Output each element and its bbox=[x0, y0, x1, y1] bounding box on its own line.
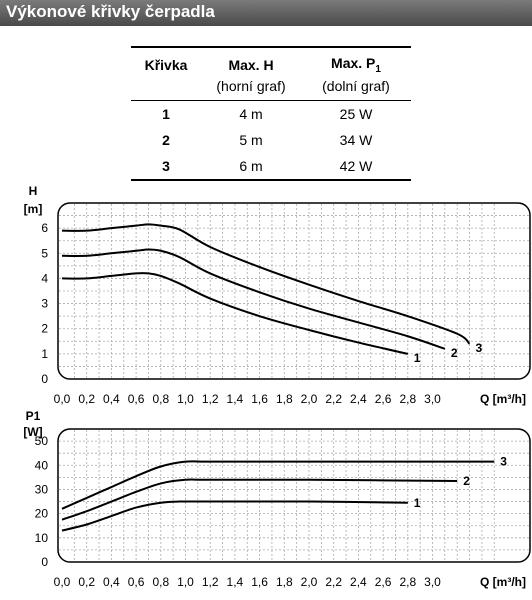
subheader-curve bbox=[131, 78, 201, 101]
x-tick-label: 0,4 bbox=[103, 575, 120, 589]
header-max-h: Max. H bbox=[228, 57, 274, 73]
y-tick-label: 6 bbox=[41, 221, 48, 235]
x-tick-label: 1,6 bbox=[251, 575, 268, 589]
row-curve: 3 bbox=[162, 158, 170, 174]
row-curve: 1 bbox=[162, 106, 170, 122]
x-tick-label: 0,0 bbox=[54, 575, 71, 589]
row-max-h: 4 m bbox=[239, 106, 263, 122]
x-tick-label: 3,0 bbox=[424, 392, 441, 406]
y-tick-label: 3 bbox=[41, 297, 48, 311]
x-tick-label: 0,4 bbox=[103, 392, 120, 406]
row-max-h: 6 m bbox=[239, 158, 263, 174]
x-tick-label: 1,2 bbox=[202, 392, 219, 406]
table-subheader-row: (horní graf) (dolní graf) bbox=[131, 78, 411, 101]
x-tick-label: 0,0 bbox=[54, 392, 71, 406]
series-label-2: 2 bbox=[463, 474, 470, 488]
x-tick-label: 1,6 bbox=[251, 392, 268, 406]
x-tick-label: 1,2 bbox=[202, 575, 219, 589]
header-curve: Křivka bbox=[144, 57, 188, 73]
x-tick-label: 2,2 bbox=[325, 392, 342, 406]
y-tick-label: 2 bbox=[41, 322, 48, 336]
row-max-p: 25 W bbox=[339, 106, 373, 122]
x-tick-label: 2,6 bbox=[375, 575, 392, 589]
y-axis-unit: [W] bbox=[23, 425, 42, 439]
x-tick-label: 1,4 bbox=[227, 575, 244, 589]
x-tick-label: 0,8 bbox=[152, 575, 169, 589]
curve-spec-table: Křivka Max. H Max. P1 (horní graf) (doln… bbox=[131, 46, 411, 181]
x-tick-label: 2,0 bbox=[301, 575, 318, 589]
y-tick-label: 30 bbox=[35, 482, 49, 496]
y-tick-label: 0 bbox=[41, 372, 48, 386]
subheader-max-p: (dolní graf) bbox=[301, 78, 411, 101]
y-tick-label: 5 bbox=[41, 246, 48, 260]
header-max-p-label: Max. P bbox=[331, 55, 376, 72]
header-max-p-sub: 1 bbox=[375, 63, 381, 75]
header-max-p: Max. P1 bbox=[301, 47, 411, 78]
page-title: Výkonové křivky čerpadla bbox=[6, 2, 215, 21]
table-header-row: Křivka Max. H Max. P1 bbox=[131, 47, 411, 78]
y-axis-unit: [m] bbox=[24, 202, 43, 216]
y-tick-label: 10 bbox=[35, 531, 49, 545]
x-axis-label: Q [m³/h] bbox=[480, 392, 526, 406]
x-axis-label: Q [m³/h] bbox=[480, 575, 526, 589]
y-axis-label: H bbox=[29, 184, 38, 198]
x-tick-label: 0,2 bbox=[78, 575, 95, 589]
subheader-max-h: (horní graf) bbox=[201, 78, 301, 101]
y-tick-label: 1 bbox=[41, 347, 48, 361]
plot-frame bbox=[57, 202, 531, 380]
table-row: 1 4 m 25 W bbox=[131, 101, 411, 128]
x-tick-label: 1,8 bbox=[276, 392, 293, 406]
x-tick-label: 1,0 bbox=[177, 575, 194, 589]
series-line-2 bbox=[61, 478, 458, 521]
x-tick-label: 0,6 bbox=[128, 575, 145, 589]
x-tick-label: 2,8 bbox=[399, 575, 416, 589]
row-max-h: 5 m bbox=[239, 132, 263, 148]
y-tick-label: 4 bbox=[41, 271, 48, 285]
x-tick-label: 0,8 bbox=[152, 392, 169, 406]
x-tick-label: 3,0 bbox=[424, 575, 441, 589]
x-tick-label: 1,0 bbox=[177, 392, 194, 406]
chart-head: 0 1 2 3 4 5 6 0,0 0,2 0,4 0,6 0,8 1,0 1,2 1,4 1,6 1,8 2,0… bbox=[24, 184, 531, 406]
series-line-3 bbox=[61, 460, 495, 510]
x-tick-label: 1,4 bbox=[227, 392, 244, 406]
table-row: 3 6 m 42 W bbox=[131, 153, 411, 180]
chart-power: 0 10 20 30 40 50 0,0 0,2 0,4 0,6 0,8 1,0 1,2 1,4 1,6 1,… bbox=[23, 409, 531, 589]
series-label-3: 3 bbox=[500, 455, 507, 469]
x-tick-label: 2,6 bbox=[375, 392, 392, 406]
x-tick-label: 2,0 bbox=[301, 392, 318, 406]
x-tick-label: 0,2 bbox=[78, 392, 95, 406]
x-tick-label: 2,4 bbox=[350, 575, 367, 589]
series-label-1: 1 bbox=[414, 496, 421, 510]
x-tick-label: 2,4 bbox=[350, 392, 367, 406]
y-tick-label: 40 bbox=[35, 458, 49, 472]
x-tick-label: 0,6 bbox=[128, 392, 145, 406]
y-tick-label: 0 bbox=[41, 555, 48, 569]
y-axis-label: P1 bbox=[26, 409, 41, 423]
series-line-2 bbox=[61, 248, 446, 350]
series-label-3: 3 bbox=[476, 341, 483, 355]
title-bar: Výkonové křivky čerpadla bbox=[0, 0, 532, 26]
series-line-1 bbox=[61, 272, 409, 355]
series-label-2: 2 bbox=[451, 346, 458, 360]
x-tick-label: 2,8 bbox=[399, 392, 416, 406]
row-curve: 2 bbox=[162, 132, 170, 148]
y-tick-label: 50 bbox=[35, 434, 49, 448]
x-tick-label: 2,2 bbox=[325, 575, 342, 589]
series-line-1 bbox=[61, 500, 408, 532]
row-max-p: 34 W bbox=[339, 132, 373, 148]
x-tick-label: 1,8 bbox=[276, 575, 293, 589]
series-line-3 bbox=[61, 223, 471, 345]
table-row: 2 5 m 34 W bbox=[131, 127, 411, 153]
y-tick-label: 20 bbox=[35, 507, 49, 521]
row-max-p: 42 W bbox=[339, 158, 373, 174]
series-label-1: 1 bbox=[414, 351, 421, 365]
